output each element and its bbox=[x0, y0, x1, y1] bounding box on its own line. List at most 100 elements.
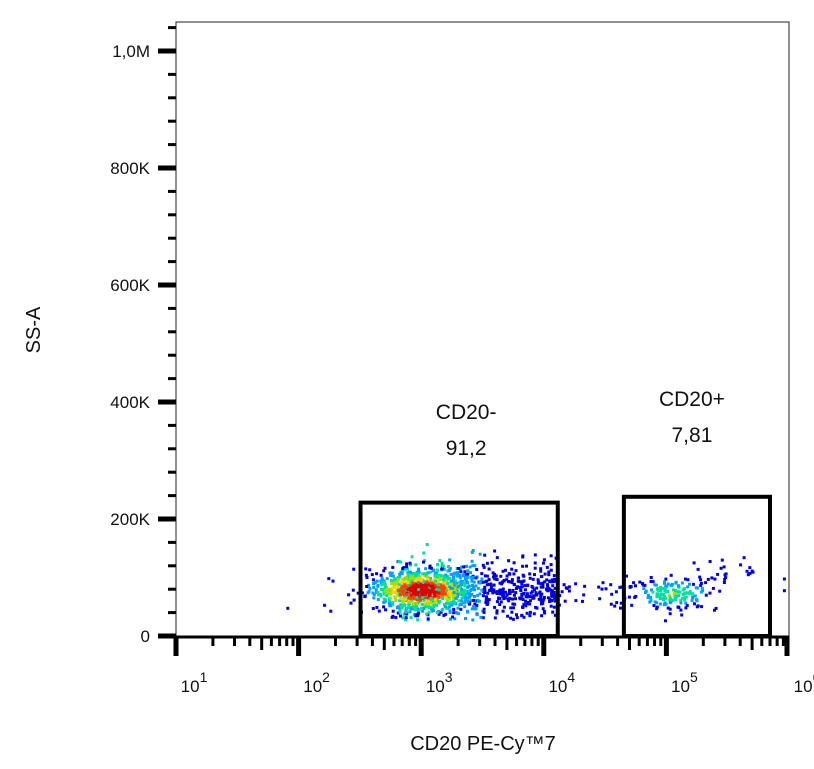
event-dot bbox=[370, 573, 374, 577]
event-dot bbox=[409, 593, 413, 597]
event-dot bbox=[379, 588, 383, 591]
event-dot bbox=[597, 585, 601, 589]
event-dot bbox=[405, 586, 408, 589]
event-dot bbox=[411, 605, 415, 609]
event-dot bbox=[698, 575, 702, 579]
event-dot bbox=[548, 597, 552, 601]
event-dot bbox=[381, 578, 385, 582]
event-dot bbox=[441, 564, 445, 568]
event-dot bbox=[512, 606, 515, 610]
event-dot bbox=[495, 590, 499, 594]
event-dot bbox=[632, 581, 636, 585]
event-dot bbox=[533, 573, 536, 577]
event-dot bbox=[464, 565, 468, 568]
event-dot bbox=[694, 586, 698, 590]
event-dot bbox=[470, 579, 474, 583]
event-dot bbox=[676, 590, 680, 594]
event-dot bbox=[483, 588, 487, 592]
event-dot bbox=[413, 588, 417, 592]
event-dot bbox=[431, 602, 435, 606]
event-dot bbox=[423, 601, 427, 605]
event-dot bbox=[669, 573, 673, 577]
event-dot bbox=[525, 564, 528, 568]
event-dot bbox=[426, 602, 430, 606]
event-dot bbox=[540, 614, 544, 618]
event-dot bbox=[375, 579, 379, 583]
event-dot bbox=[463, 605, 467, 609]
y-tick-label: 200K bbox=[110, 510, 150, 529]
event-dot bbox=[431, 609, 435, 613]
event-dot bbox=[414, 602, 418, 605]
event-dot bbox=[600, 587, 604, 591]
event-dot bbox=[441, 607, 445, 611]
event-dot bbox=[454, 579, 458, 583]
event-dot bbox=[525, 592, 529, 596]
event-dot bbox=[483, 585, 487, 589]
event-dot bbox=[379, 579, 383, 583]
event-dot bbox=[583, 584, 587, 588]
event-dot bbox=[404, 597, 408, 601]
event-dot bbox=[642, 587, 646, 591]
event-dot bbox=[446, 581, 450, 585]
event-dot bbox=[422, 591, 426, 595]
event-dot bbox=[443, 581, 447, 585]
event-dot bbox=[475, 613, 479, 617]
event-dot bbox=[406, 571, 410, 575]
event-dot bbox=[458, 576, 462, 580]
event-dot bbox=[664, 577, 668, 581]
event-dot bbox=[491, 591, 495, 595]
event-dot bbox=[463, 590, 467, 594]
event-dot bbox=[471, 576, 475, 579]
event-dot bbox=[379, 573, 383, 577]
event-dot bbox=[367, 583, 371, 587]
event-dot bbox=[445, 588, 448, 592]
event-dot bbox=[655, 592, 659, 596]
event-dot bbox=[609, 583, 613, 587]
event-dot bbox=[510, 578, 514, 582]
event-dot bbox=[485, 602, 489, 606]
event-dot bbox=[474, 606, 478, 610]
event-dot bbox=[428, 585, 432, 589]
event-dot bbox=[480, 577, 484, 581]
event-dot bbox=[534, 591, 538, 595]
event-dot bbox=[691, 592, 695, 596]
event-dot bbox=[415, 570, 419, 574]
event-dot bbox=[498, 588, 502, 592]
event-dot bbox=[480, 572, 484, 576]
event-dot bbox=[401, 577, 405, 581]
event-dot bbox=[649, 598, 653, 602]
event-dot bbox=[347, 593, 351, 597]
event-dot bbox=[553, 613, 557, 617]
event-dot bbox=[481, 563, 485, 567]
event-dot bbox=[693, 602, 696, 606]
event-dot bbox=[565, 586, 569, 590]
event-dot bbox=[457, 586, 461, 590]
event-dot bbox=[323, 603, 327, 607]
event-dot bbox=[398, 610, 402, 614]
event-dot bbox=[625, 574, 628, 578]
event-dot bbox=[469, 575, 473, 579]
event-dot bbox=[447, 602, 451, 606]
event-dot bbox=[432, 604, 436, 608]
event-dot bbox=[613, 604, 617, 608]
event-dot bbox=[425, 580, 429, 584]
event-dot bbox=[476, 593, 480, 597]
event-dot bbox=[619, 606, 622, 610]
event-dot bbox=[533, 588, 536, 592]
event-dot bbox=[404, 616, 408, 620]
event-dot bbox=[428, 570, 432, 574]
event-dot bbox=[437, 583, 441, 587]
event-dot bbox=[455, 582, 459, 585]
event-dot bbox=[425, 590, 429, 594]
event-dot bbox=[452, 572, 456, 576]
event-dot bbox=[674, 595, 678, 598]
event-dot bbox=[383, 599, 387, 603]
event-dot bbox=[433, 598, 437, 602]
event-dot bbox=[549, 604, 553, 608]
event-dot bbox=[672, 592, 676, 596]
event-dot bbox=[520, 594, 524, 598]
event-dot bbox=[502, 597, 506, 600]
event-dot bbox=[674, 596, 678, 600]
event-dot bbox=[428, 594, 432, 598]
event-dot bbox=[425, 543, 429, 546]
